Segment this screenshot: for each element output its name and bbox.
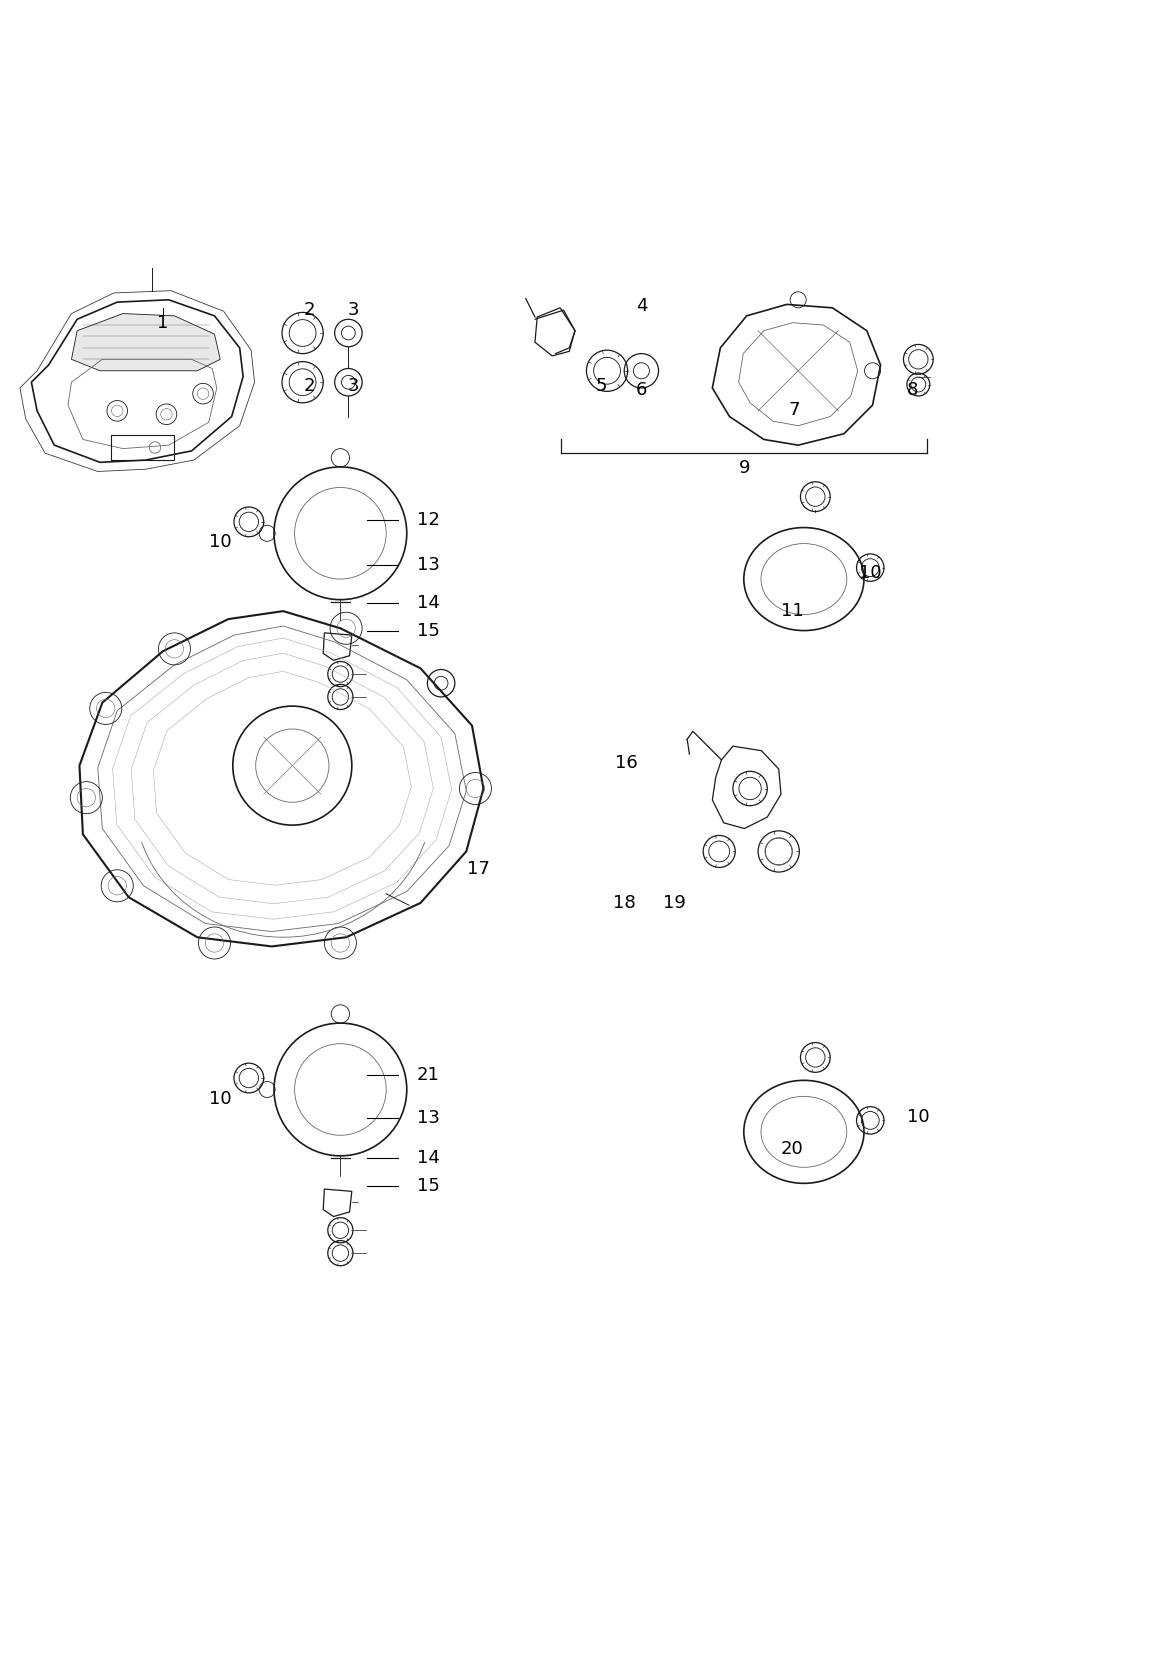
Text: 2: 2	[304, 376, 315, 395]
Text: 1: 1	[158, 314, 169, 331]
Text: 13: 13	[417, 556, 440, 575]
Text: 20: 20	[781, 1141, 804, 1158]
Text: 10: 10	[907, 1107, 929, 1126]
Text: 3: 3	[347, 301, 359, 319]
Text: 15: 15	[417, 1176, 440, 1194]
Text: 13: 13	[417, 1109, 440, 1127]
Text: 10: 10	[859, 564, 881, 583]
Text: 17: 17	[467, 860, 490, 877]
Text: 19: 19	[664, 894, 687, 912]
Text: 7: 7	[789, 402, 800, 418]
Text: 14: 14	[417, 1149, 440, 1168]
Text: 15: 15	[417, 622, 440, 640]
Text: 11: 11	[781, 601, 804, 620]
Text: 4: 4	[636, 297, 647, 314]
Text: 12: 12	[417, 511, 440, 529]
Text: 9: 9	[738, 459, 750, 477]
Text: 5: 5	[596, 376, 607, 395]
Polygon shape	[71, 314, 220, 371]
Text: 21: 21	[417, 1065, 440, 1084]
Text: 10: 10	[209, 1090, 231, 1107]
Text: 14: 14	[417, 595, 440, 612]
Bar	[112, 435, 175, 460]
Text: 3: 3	[347, 376, 359, 395]
Text: 8: 8	[907, 381, 919, 400]
Text: 18: 18	[613, 894, 636, 912]
Text: 6: 6	[636, 381, 647, 400]
Text: 10: 10	[209, 534, 231, 551]
Text: 16: 16	[615, 754, 638, 773]
Text: 2: 2	[304, 301, 315, 319]
